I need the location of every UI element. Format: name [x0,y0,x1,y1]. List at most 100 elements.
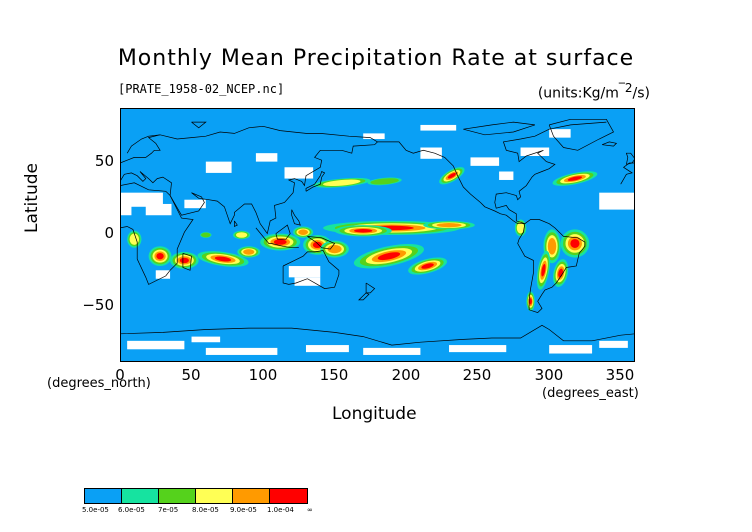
missing-cell [120,192,163,207]
coastline [120,125,378,164]
coastline [126,134,161,154]
missing-cell [205,161,232,173]
rain-cell [273,239,287,245]
colorbar-label: 5.0e-05 [82,506,109,514]
colorbar [84,488,308,504]
missing-cell [155,270,171,279]
missing-data-cells [120,124,635,355]
colorbar-swatch [270,489,307,503]
colorbar-swatch [122,489,159,503]
coastline [120,324,635,346]
missing-cell [127,340,185,350]
rain-cell [354,228,373,233]
units-text: (units:Kg/m [537,85,619,102]
x-tick-250: 250 [462,366,492,384]
rain-cell [570,238,580,248]
colorbar-swatch [85,489,122,503]
coastline [120,182,194,285]
rain-cell [214,256,232,262]
missing-cell [191,336,221,343]
coastline [307,236,336,250]
rain-cell [436,223,462,228]
coastline [275,224,291,240]
coastline [494,121,607,225]
missing-cell [599,340,628,348]
rain-cell [312,241,322,249]
x-tick-300: 300 [534,366,564,384]
rain-cell [327,244,342,254]
y-tick-50: 50 [94,152,114,170]
rain-cell [243,249,255,255]
coastline [182,252,192,271]
coastline [517,219,586,313]
colorbar-label: 9.0e-05 [230,506,257,514]
coastline [255,227,299,249]
coastline [291,209,301,226]
y-axis-title: Latitude [22,163,42,233]
colorbar-swatch [159,489,196,503]
missing-cell [184,199,206,209]
rain-cell [529,298,532,305]
map-title: Monthly Mean Precipitation Rate at surfa… [117,46,635,71]
colorbar-swatch [196,489,233,503]
y-tick-minus-50: −50 [82,296,114,314]
missing-cell [420,124,457,131]
rain-cell [298,229,309,235]
x-axis-unit: (degrees_east) [542,386,639,401]
missing-cell [294,277,321,286]
coastline [625,152,635,165]
missing-cell [449,345,507,353]
precipitation-map [120,108,635,362]
units-exponent: ‾2 [618,81,633,95]
missing-cell [288,266,321,278]
rain-cell [322,179,361,187]
units-tail: /s) [632,85,650,102]
missing-cell [599,192,635,210]
missing-cell [470,157,500,166]
coastlines [120,118,635,346]
rain-cell [179,257,189,264]
missing-cell [120,203,132,216]
x-tick-150: 150 [319,366,349,384]
x-tick-100: 100 [248,366,278,384]
coastline [169,141,378,235]
coastline [358,292,370,301]
missing-cell [363,347,421,355]
missing-cell [305,345,349,353]
missing-cell [520,147,550,156]
rain-cell [516,222,525,234]
coastline [601,141,618,147]
coastline [305,171,326,192]
colorbar-label: ∞ [307,506,313,514]
missing-cell [549,345,593,354]
precipitation-field [127,167,598,312]
rain-cell [421,263,434,269]
coastline [282,250,340,289]
rain-cell [129,233,140,245]
units-label: (units:Kg/m‾2/s) [538,81,650,102]
missing-cell [549,129,571,138]
missing-cell [420,147,442,159]
missing-cell [284,167,314,179]
rain-cell [567,176,583,181]
x-tick-200: 200 [391,366,421,384]
x-tick-350: 350 [605,366,635,384]
coastline [234,220,238,228]
colorbar-swatch [233,489,270,503]
colorbar-label: 1.0e-04 [267,506,294,514]
rain-cell [377,252,401,261]
missing-cell [145,203,172,216]
colorbar-label: 7e-05 [158,506,179,514]
rain-cell [541,264,546,277]
coastline [377,141,525,225]
coastline [620,162,635,185]
missing-cell [499,171,514,180]
coastline [365,282,376,294]
x-tick-50: 50 [181,366,201,384]
rain-cell [235,232,248,238]
missing-cell [363,133,385,140]
rain-cell [156,253,164,260]
rain-cell [370,178,399,185]
coastline [120,171,172,196]
x-axis-title: Longitude [332,404,417,424]
